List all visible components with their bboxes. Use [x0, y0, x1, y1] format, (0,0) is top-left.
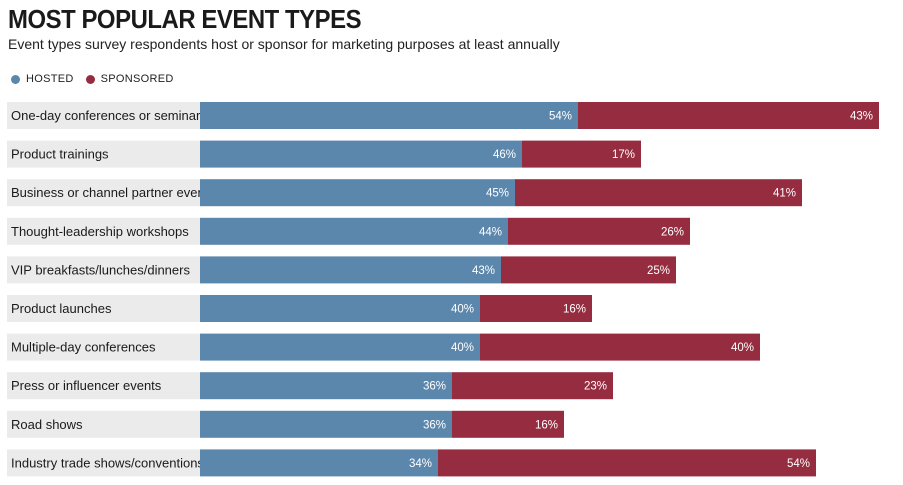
data-label-sponsored-road-shows: 16%: [535, 419, 558, 431]
data-label-sponsored-one-day-conferences-or-seminars: 43%: [850, 111, 873, 123]
category-label-bg-thought-leadership-workshops: [7, 217, 200, 245]
bar-hosted-road-shows: [200, 410, 452, 438]
bar-sponsored-product-trainings: [522, 140, 641, 168]
bar-sponsored-press-or-influencer-events: [452, 372, 613, 400]
data-label-hosted-multiple-day-conferences: 40%: [451, 342, 474, 354]
bar-sponsored-one-day-conferences-or-seminars: [578, 102, 879, 129]
category-label-multiple-day-conferences: Multiple-day conferences: [11, 340, 156, 355]
legend-label-sponsored: SPONSORED: [100, 73, 174, 85]
category-label-business-or-channel-partner-events: Business or channel partner events: [11, 185, 215, 200]
category-label-bg-business-or-channel-partner-events: [7, 179, 200, 207]
bar-sponsored-multiple-day-conferences: [480, 333, 760, 361]
data-label-sponsored-product-launches: 16%: [563, 304, 586, 316]
category-label-product-trainings: Product trainings: [11, 147, 109, 162]
data-label-sponsored-press-or-influencer-events: 23%: [584, 381, 607, 393]
chart-subtitle: Event types survey respondents host or s…: [8, 36, 560, 52]
category-label-industry-trade-shows-conventions: Industry trade shows/conventions: [11, 455, 204, 470]
data-label-hosted-road-shows: 36%: [423, 419, 446, 431]
bar-sponsored-vip-breakfasts-lunches-dinners: [501, 256, 676, 284]
data-label-hosted-press-or-influencer-events: 36%: [423, 381, 446, 393]
data-label-sponsored-vip-breakfasts-lunches-dinners: 25%: [647, 265, 670, 277]
data-label-hosted-industry-trade-shows-conventions: 34%: [409, 458, 432, 470]
data-label-sponsored-product-trainings: 17%: [612, 149, 635, 161]
category-label-bg-press-or-influencer-events: [7, 372, 200, 400]
data-label-sponsored-industry-trade-shows-conventions: 54%: [787, 458, 810, 470]
category-label-one-day-conferences-or-seminars: One-day conferences or seminars: [11, 108, 207, 123]
data-label-sponsored-multiple-day-conferences: 40%: [731, 342, 754, 354]
bar-sponsored-product-launches: [480, 295, 592, 322]
category-label-bg-product-trainings: [7, 140, 200, 168]
data-label-hosted-product-trainings: 46%: [493, 149, 516, 161]
data-label-hosted-vip-breakfasts-lunches-dinners: 43%: [472, 265, 495, 277]
data-label-sponsored-business-or-channel-partner-events: 41%: [773, 188, 796, 200]
legend-label-hosted: HOSTED: [26, 73, 74, 85]
data-label-sponsored-thought-leadership-workshops: 26%: [661, 226, 684, 238]
category-label-bg-vip-breakfasts-lunches-dinners: [7, 256, 200, 284]
data-label-hosted-product-launches: 40%: [451, 304, 474, 316]
category-label-bg-product-launches: [7, 295, 200, 322]
legend-entry-hosted: HOSTED: [11, 73, 74, 85]
bar-hosted-vip-breakfasts-lunches-dinners: [200, 256, 501, 284]
bar-hosted-business-or-channel-partner-events: [200, 179, 515, 207]
bar-hosted-press-or-influencer-events: [200, 372, 452, 400]
category-label-bg-one-day-conferences-or-seminars: [7, 102, 200, 129]
data-label-hosted-business-or-channel-partner-events: 45%: [486, 188, 509, 200]
bar-hosted-industry-trade-shows-conventions: [200, 449, 438, 477]
category-label-bg-road-shows: [7, 410, 200, 438]
chart-title: MOST POPULAR EVENT TYPES: [8, 4, 362, 34]
bar-hosted-one-day-conferences-or-seminars: [200, 102, 578, 129]
category-label-thought-leadership-workshops: Thought-leadership workshops: [11, 224, 189, 239]
legend-swatch-sponsored: [85, 74, 95, 84]
category-label-product-launches: Product launches: [11, 301, 112, 316]
category-label-vip-breakfasts-lunches-dinners: VIP breakfasts/lunches/dinners: [11, 262, 190, 277]
category-label-bg-industry-trade-shows-conventions: [7, 449, 200, 477]
category-label-press-or-influencer-events: Press or influencer events: [11, 378, 162, 393]
bar-hosted-thought-leadership-workshops: [200, 217, 508, 245]
legend: HOSTED SPONSORED: [11, 73, 186, 85]
category-label-road-shows: Road shows: [11, 417, 83, 432]
bar-hosted-product-trainings: [200, 140, 522, 168]
bar-sponsored-road-shows: [452, 410, 564, 438]
bar-hosted-product-launches: [200, 295, 480, 322]
bar-hosted-multiple-day-conferences: [200, 333, 480, 361]
bar-sponsored-industry-trade-shows-conventions: [438, 449, 816, 477]
data-label-hosted-one-day-conferences-or-seminars: 54%: [549, 111, 572, 123]
category-label-bg-multiple-day-conferences: [7, 333, 200, 361]
bar-sponsored-thought-leadership-workshops: [508, 217, 690, 245]
data-label-hosted-thought-leadership-workshops: 44%: [479, 226, 502, 238]
legend-swatch-hosted: [11, 74, 20, 84]
legend-entry-sponsored: SPONSORED: [85, 73, 174, 85]
bar-sponsored-business-or-channel-partner-events: [515, 179, 802, 207]
